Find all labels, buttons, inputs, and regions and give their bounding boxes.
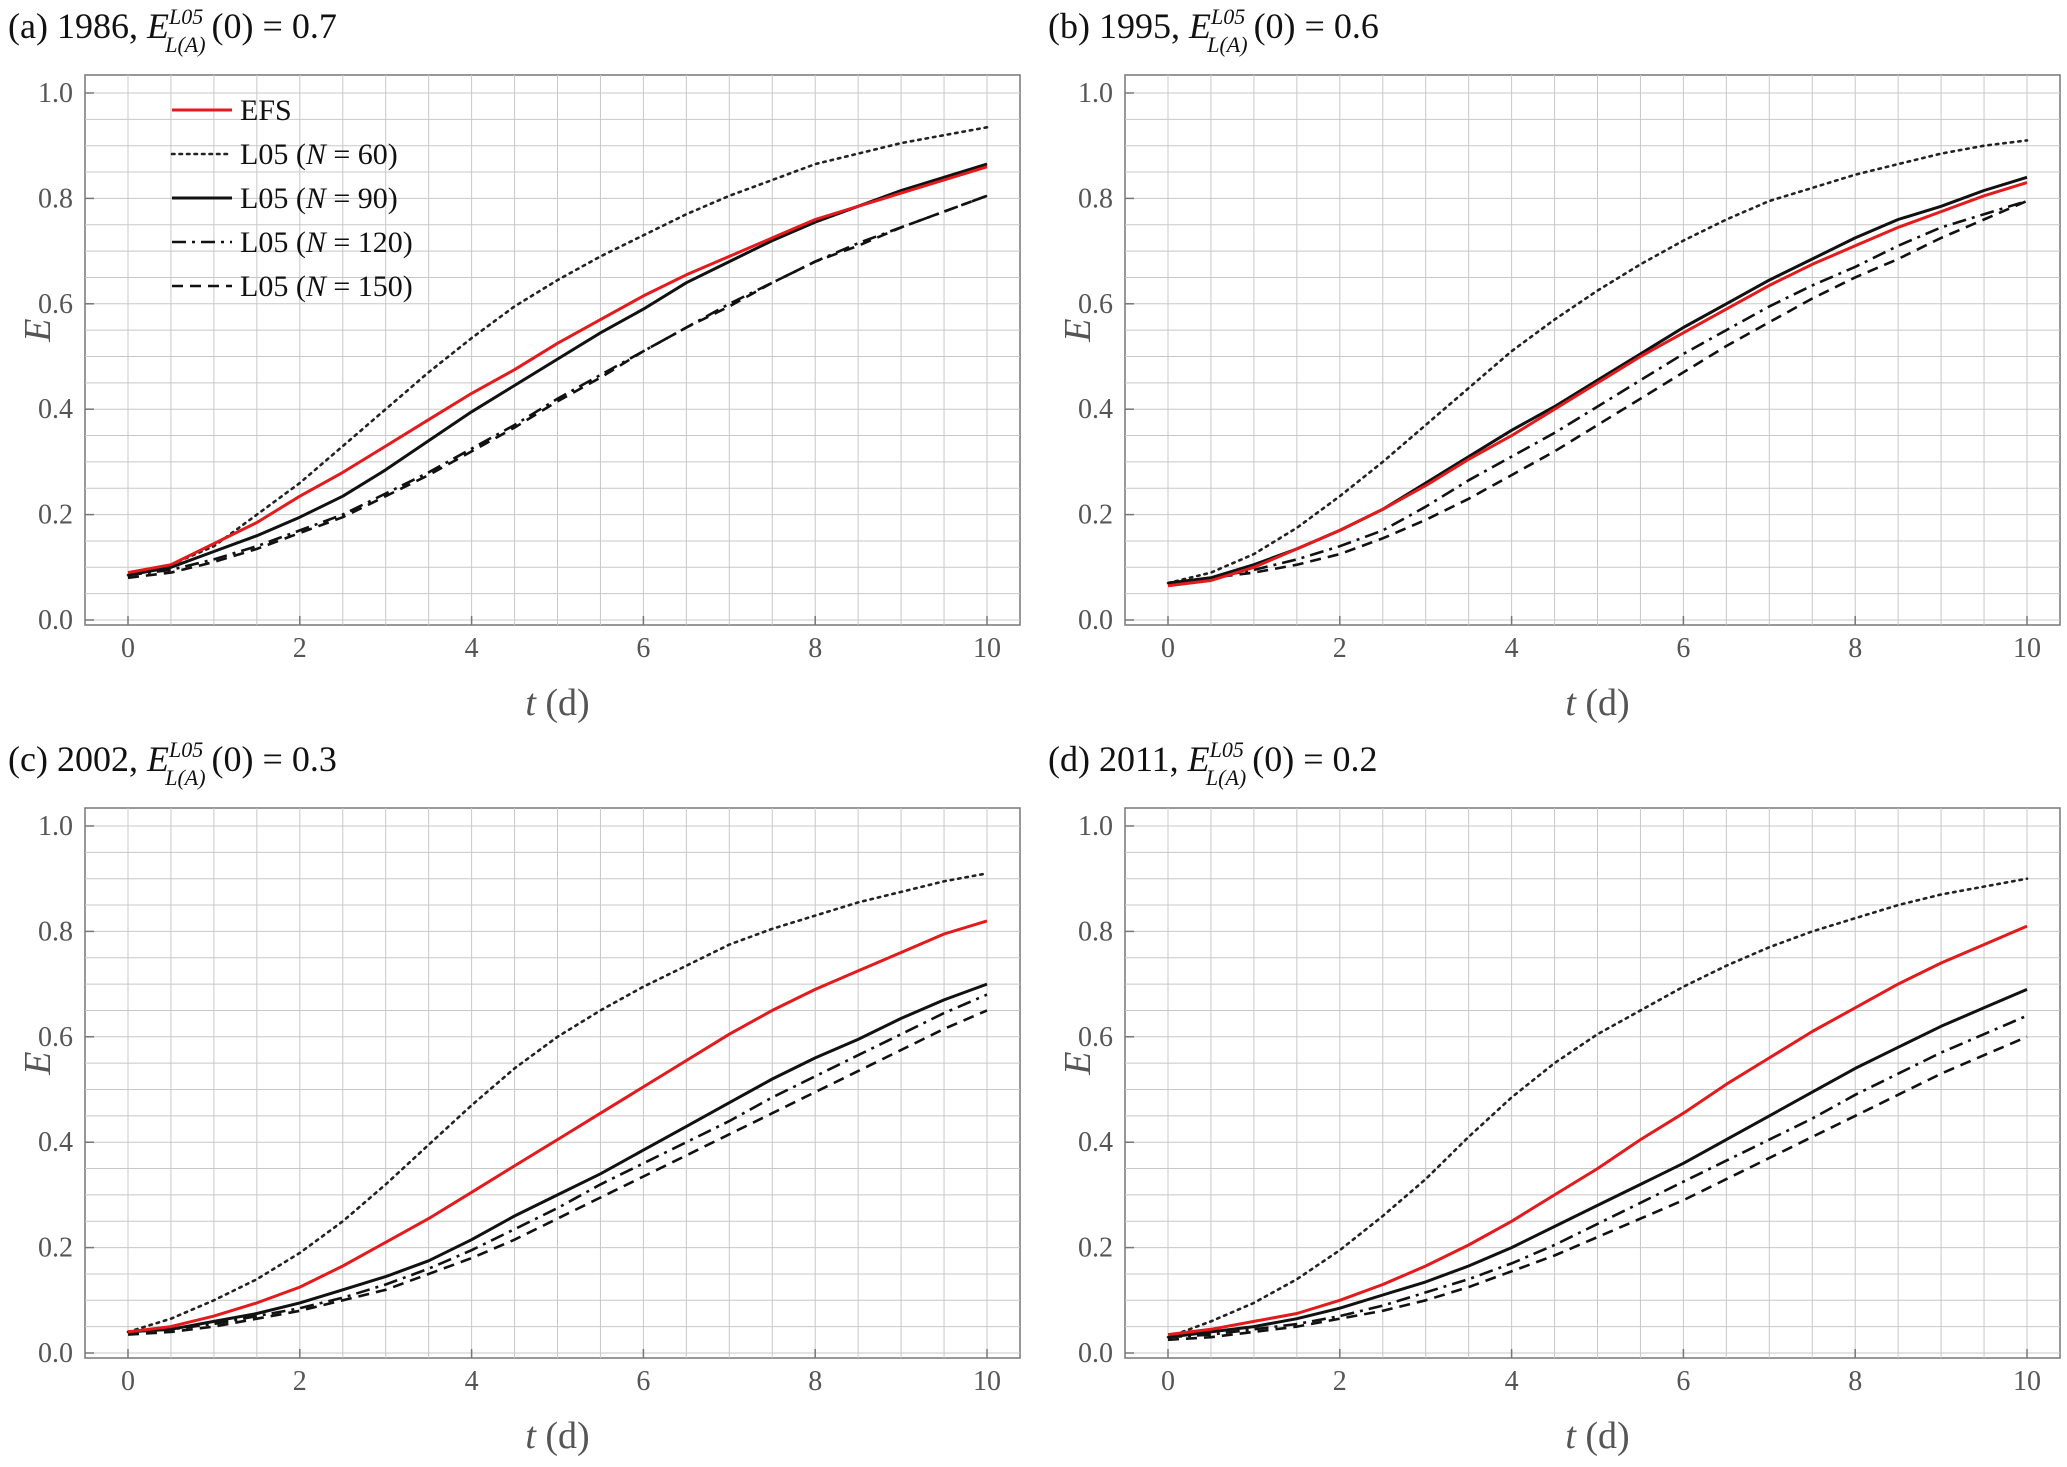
series-line-dashed xyxy=(1167,1035,2028,1342)
x-tick-label: 6 xyxy=(636,1366,650,1397)
x-tick-label: 2 xyxy=(293,633,307,664)
x-tick-label: 8 xyxy=(808,1366,822,1397)
y-tick-label: 0.6 xyxy=(1078,1022,1113,1053)
chart-panel-b: (b) 1995, EL05 L(A) (0) = 0.6 0 2 4 6 8 10 0.0 0.2… xyxy=(1040,0,2065,733)
y-tick-label: 1.0 xyxy=(38,78,73,109)
chart-title: (a) 1986, EL05 L(A) (0) = 0.7 xyxy=(8,4,337,57)
x-tick-label: 10 xyxy=(973,633,1001,664)
x-tick-label: 10 xyxy=(2013,1366,2041,1397)
chart-panel-a: (a) 1986, EL05 L(A) (0) = 0.7 0 2 4 6 8 10 0.0 0.2… xyxy=(0,0,1025,733)
x-tick-label: 6 xyxy=(1676,1366,1690,1397)
y-tick-label: 0.0 xyxy=(38,605,73,636)
series-line-dotted xyxy=(126,872,989,1334)
y-tick-label: 0.0 xyxy=(1078,605,1113,636)
y-tick-label: 0.6 xyxy=(1078,289,1113,320)
chart-title: (b) 1995, EL05 L(A) (0) = 0.6 xyxy=(1048,4,1379,57)
x-axis-label: t (d) xyxy=(1565,1415,1629,1457)
legend-label: L05 (N = 60) xyxy=(240,138,398,171)
x-tick-label: 4 xyxy=(1505,633,1519,664)
series-line-dotted xyxy=(1166,139,2029,585)
plot-area xyxy=(84,74,1021,626)
x-tick-label: 0 xyxy=(121,633,135,664)
series-line-red xyxy=(127,165,988,575)
chart-svg-c: (c) 2002, EL05 L(A) (0) = 0.3 0 2 4 6 8 10 0.0 0.2… xyxy=(8,737,1021,1457)
chart-panel-d: (d) 2011, EL05 L(A) (0) = 0.2 0 2 4 6 8 10 0.0 0.2… xyxy=(1040,733,2065,1466)
series-line-dashed xyxy=(1167,199,2028,585)
x-axis-label: t (d) xyxy=(1565,682,1629,724)
x-tick-label: 0 xyxy=(1161,633,1175,664)
series-line-dotted xyxy=(126,126,989,577)
grid xyxy=(1125,808,2060,1358)
series-line-dashdot xyxy=(1167,1014,2028,1339)
x-axis-label: t (d) xyxy=(525,682,589,724)
y-tick-label: 0.8 xyxy=(38,183,73,214)
y-axis-label: E xyxy=(17,1052,59,1076)
x-tick-label: 4 xyxy=(1505,1366,1519,1397)
y-tick-label: 0.6 xyxy=(38,1022,73,1053)
legend-label: L05 (N = 90) xyxy=(240,182,398,215)
y-tick-label: 0.2 xyxy=(1078,500,1113,531)
y-tick-label: 0.4 xyxy=(38,394,73,425)
legend: EFS L05 (N = 60) L05 (N = 90) L05 (N = 120)… xyxy=(170,94,413,303)
y-tick-label: 0.8 xyxy=(1078,183,1113,214)
y-tick-label: 0.0 xyxy=(38,1338,73,1369)
y-tick-label: 0.4 xyxy=(1078,394,1113,425)
series-line-dotted xyxy=(1166,877,2029,1339)
y-tick-label: 0.8 xyxy=(1078,916,1113,947)
y-tick-label: 0.0 xyxy=(1078,1338,1113,1369)
x-tick-label: 8 xyxy=(1848,1366,1862,1397)
chart-svg-b: (b) 1995, EL05 L(A) (0) = 0.6 0 2 4 6 8 10 0.0 0.2… xyxy=(1048,4,2061,724)
x-tick-label: 4 xyxy=(465,633,479,664)
series-line-red xyxy=(1167,181,2028,588)
chart-svg-a: (a) 1986, EL05 L(A) (0) = 0.7 0 2 4 6 8 10 0.0 0.2… xyxy=(8,4,1021,724)
chart-svg-d: (d) 2011, EL05 L(A) (0) = 0.2 0 2 4 6 8 10 0.0 0.2… xyxy=(1048,737,2061,1457)
plot-area xyxy=(1124,74,2061,626)
x-tick-label: 0 xyxy=(121,1366,135,1397)
legend-label: L05 (N = 150) xyxy=(240,270,413,303)
y-axis-label: E xyxy=(1057,319,1099,343)
x-tick-label: 8 xyxy=(1848,633,1862,664)
y-tick-label: 0.2 xyxy=(38,1233,73,1264)
series-line-red xyxy=(127,919,988,1334)
x-axis-label: t (d) xyxy=(525,1415,589,1457)
chart-title: (d) 2011, EL05 L(A) (0) = 0.2 xyxy=(1048,737,1378,790)
legend-label: L05 (N = 120) xyxy=(240,226,413,259)
y-axis-label: E xyxy=(17,319,59,343)
chart-panel-c: (c) 2002, EL05 L(A) (0) = 0.3 0 2 4 6 8 10 0.0 0.2… xyxy=(0,733,1025,1466)
x-tick-label: 6 xyxy=(1676,633,1690,664)
y-tick-label: 1.0 xyxy=(38,811,73,842)
series-line-dashed xyxy=(127,194,988,580)
chart-title: (c) 2002, EL05 L(A) (0) = 0.3 xyxy=(8,737,337,790)
x-tick-label: 10 xyxy=(973,1366,1001,1397)
y-tick-label: 0.2 xyxy=(38,500,73,531)
y-tick-label: 0.2 xyxy=(1078,1233,1113,1264)
y-tick-label: 1.0 xyxy=(1078,78,1113,109)
series-line-dashed xyxy=(127,1009,988,1336)
y-tick-label: 0.4 xyxy=(1078,1127,1113,1158)
y-tick-label: 1.0 xyxy=(1078,811,1113,842)
y-tick-label: 0.4 xyxy=(38,1127,73,1158)
x-tick-label: 2 xyxy=(1333,1366,1347,1397)
x-tick-label: 2 xyxy=(1333,633,1347,664)
x-tick-label: 8 xyxy=(808,633,822,664)
y-tick-label: 0.6 xyxy=(38,289,73,320)
y-axis-label: E xyxy=(1057,1052,1099,1076)
x-tick-label: 10 xyxy=(2013,633,2041,664)
series-line-red xyxy=(1167,924,2028,1337)
series-line-dashdot xyxy=(1167,199,2028,585)
plot-area xyxy=(1124,807,2061,1359)
series-line-solid xyxy=(127,982,988,1334)
x-tick-label: 4 xyxy=(465,1366,479,1397)
legend-label: EFS xyxy=(240,94,292,127)
y-tick-label: 0.8 xyxy=(38,916,73,947)
x-tick-label: 6 xyxy=(636,633,650,664)
x-tick-label: 0 xyxy=(1161,1366,1175,1397)
series-line-dashdot xyxy=(127,194,988,577)
plot-area xyxy=(84,807,1021,1359)
x-tick-label: 2 xyxy=(293,1366,307,1397)
series-line-solid xyxy=(1167,988,2028,1339)
